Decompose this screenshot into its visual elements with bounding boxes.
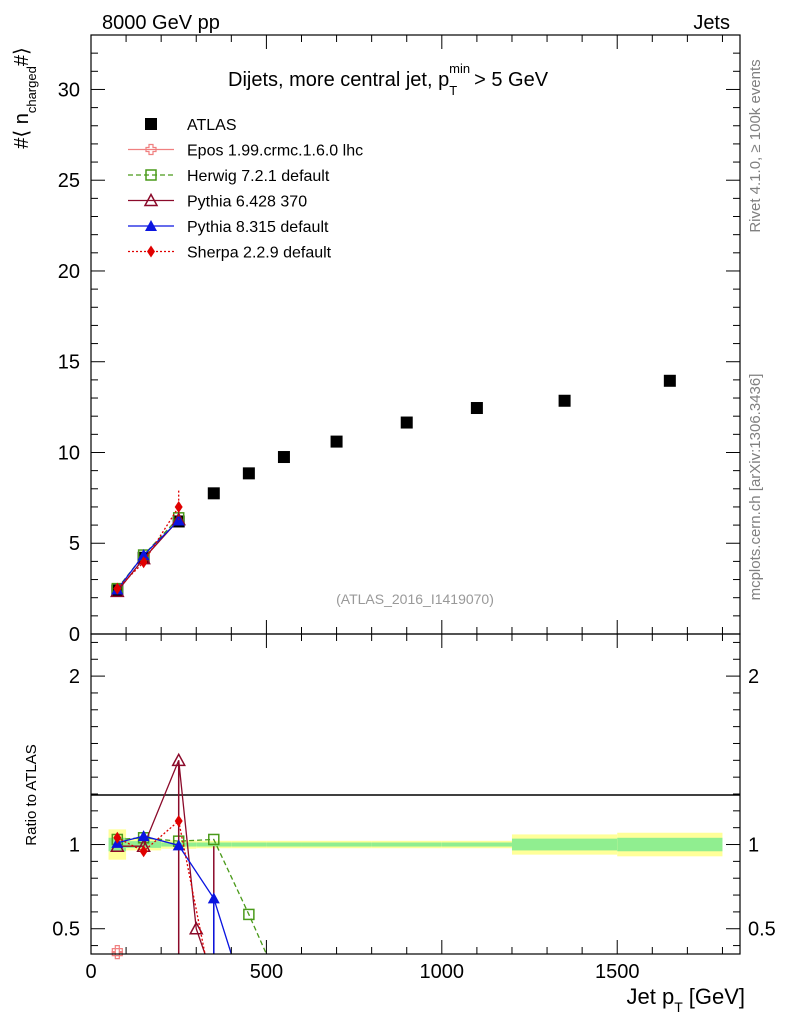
ratio-point — [188, 921, 204, 935]
main-title-sup: min — [449, 61, 470, 76]
jets-label: Jets — [693, 12, 730, 34]
ratio-y-tick-label-right: 2 — [748, 666, 759, 688]
ratio-y-tick-label-right: 1 — [748, 835, 759, 857]
y-tick-label: 25 — [58, 170, 80, 192]
legend-marker — [143, 192, 159, 207]
band-inner — [231, 842, 267, 847]
main-title: Dijets, more central jet, pTmin > 5 GeV — [228, 61, 549, 98]
y-tick-label: 10 — [58, 442, 80, 464]
legend-label: Epos 1.99.crmc.1.6.0 lhc — [187, 143, 363, 160]
data-point — [113, 582, 122, 595]
energy-label: 8000 GeV pp — [102, 12, 220, 34]
data-point — [172, 514, 185, 526]
ratio-point — [139, 845, 148, 858]
ratio-point — [171, 752, 186, 767]
y-tick-label: 5 — [69, 533, 80, 555]
y-axis-label: #⟨ ncharged#⟩ — [11, 47, 39, 149]
band-inner — [266, 842, 302, 847]
ratio-y-label: Ratio to ATLAS — [23, 744, 40, 845]
ratio-point — [174, 814, 183, 827]
ratio-line — [117, 819, 206, 955]
legend-label: Pythia 6.428 370 — [187, 194, 307, 211]
data-point — [207, 487, 220, 500]
ratio-point — [111, 948, 123, 960]
legend-marker — [145, 220, 157, 231]
ratio-y-tick-label: 2 — [69, 666, 80, 688]
data-point — [242, 467, 255, 480]
x-axis-label-prefix: Jet p — [626, 984, 674, 1009]
ratio-point — [172, 839, 185, 851]
ratio-series — [110, 752, 267, 960]
main-title-prefix: Dijets, more central jet, p — [228, 69, 449, 91]
series-line — [116, 506, 180, 590]
main-title-sub: T — [449, 83, 457, 98]
ratio-point — [243, 908, 255, 921]
legend-marker — [147, 245, 155, 258]
y-axis-label-sub: charged — [24, 66, 39, 113]
main-y-ticks: 0 5 10 15 20 25 30 — [58, 34, 740, 646]
data-point — [277, 451, 290, 464]
legend-label: Sherpa 2.2.9 default — [187, 245, 332, 262]
ratio-y-tick-label: 0.5 — [52, 919, 80, 941]
main-title-suffix: > 5 GeV — [474, 69, 549, 91]
x-axis-label: Jet pT [GeV] — [626, 984, 745, 1015]
ratio-line — [117, 837, 267, 955]
band-inner — [511, 838, 618, 851]
ratio-ticks: 0.5 0.5 1 1 2 2 0 500 1000 1500 — [52, 634, 776, 983]
mcplots-label: mcplots.cern.ch [arXiv:1306.3436] — [747, 374, 764, 601]
ratio-x-tick-label: 0 — [85, 961, 96, 983]
data-point — [139, 556, 148, 569]
legend: ATLAS Epos 1.99.crmc.1.6.0 lhc Herwig 7.2.… — [128, 117, 363, 262]
legend-label: Herwig 7.2.1 default — [187, 168, 330, 185]
band-inner — [371, 842, 442, 847]
data-point — [330, 435, 343, 448]
band-inner — [617, 837, 723, 852]
uncertainty-bands — [108, 829, 723, 860]
ratio-y-tick-label: 1 — [69, 835, 80, 857]
legend-marker — [145, 169, 157, 181]
x-axis-label-suffix: [GeV] — [689, 984, 745, 1009]
ratio-point — [113, 831, 122, 844]
ratio-y-tick-label-right: 0.5 — [748, 919, 776, 941]
legend-marker — [145, 143, 157, 156]
ratio-point — [208, 833, 220, 846]
ratio-x-tick-label: 1000 — [420, 961, 465, 983]
legend-marker — [145, 118, 157, 130]
ratio-panel: 0.5 0.5 1 1 2 2 0 500 1000 1500 Ratio to ATLAS Je… — [23, 633, 776, 1015]
analysis-watermark: (ATLAS_2016_I1419070) — [336, 591, 494, 607]
ratio-frame — [90, 633, 741, 955]
ratio-x-tick-label: 500 — [250, 961, 283, 983]
data-point — [663, 374, 676, 387]
y-tick-label: 15 — [58, 352, 80, 374]
ratio-point — [207, 892, 220, 904]
y-axis-label-prefix: #⟨ n — [11, 113, 33, 149]
ratio-x-tick-label: 1500 — [595, 961, 640, 983]
y-tick-label: 30 — [58, 79, 80, 101]
y-tick-label: 20 — [58, 261, 80, 283]
band-inner — [301, 842, 372, 847]
band-inner — [441, 842, 512, 847]
y-tick-label: 0 — [69, 624, 80, 646]
data-point — [400, 416, 413, 429]
legend-label: ATLAS — [187, 117, 237, 134]
data-point — [558, 394, 571, 407]
x-axis-label-sub: T — [674, 999, 683, 1015]
rivet-label: Rivet 4.1.0, ≥ 100k events — [747, 59, 764, 232]
ratio-line — [117, 760, 206, 955]
main-series — [110, 374, 676, 598]
data-point — [470, 402, 483, 415]
main-panel: 0 5 10 15 20 25 30 Dijets, more central jet, p… — [11, 34, 741, 646]
ratio-point — [137, 830, 150, 842]
legend-label: Pythia 8.315 default — [187, 219, 329, 236]
data-point — [137, 549, 150, 561]
y-axis-label-suffix: #⟩ — [11, 47, 33, 66]
